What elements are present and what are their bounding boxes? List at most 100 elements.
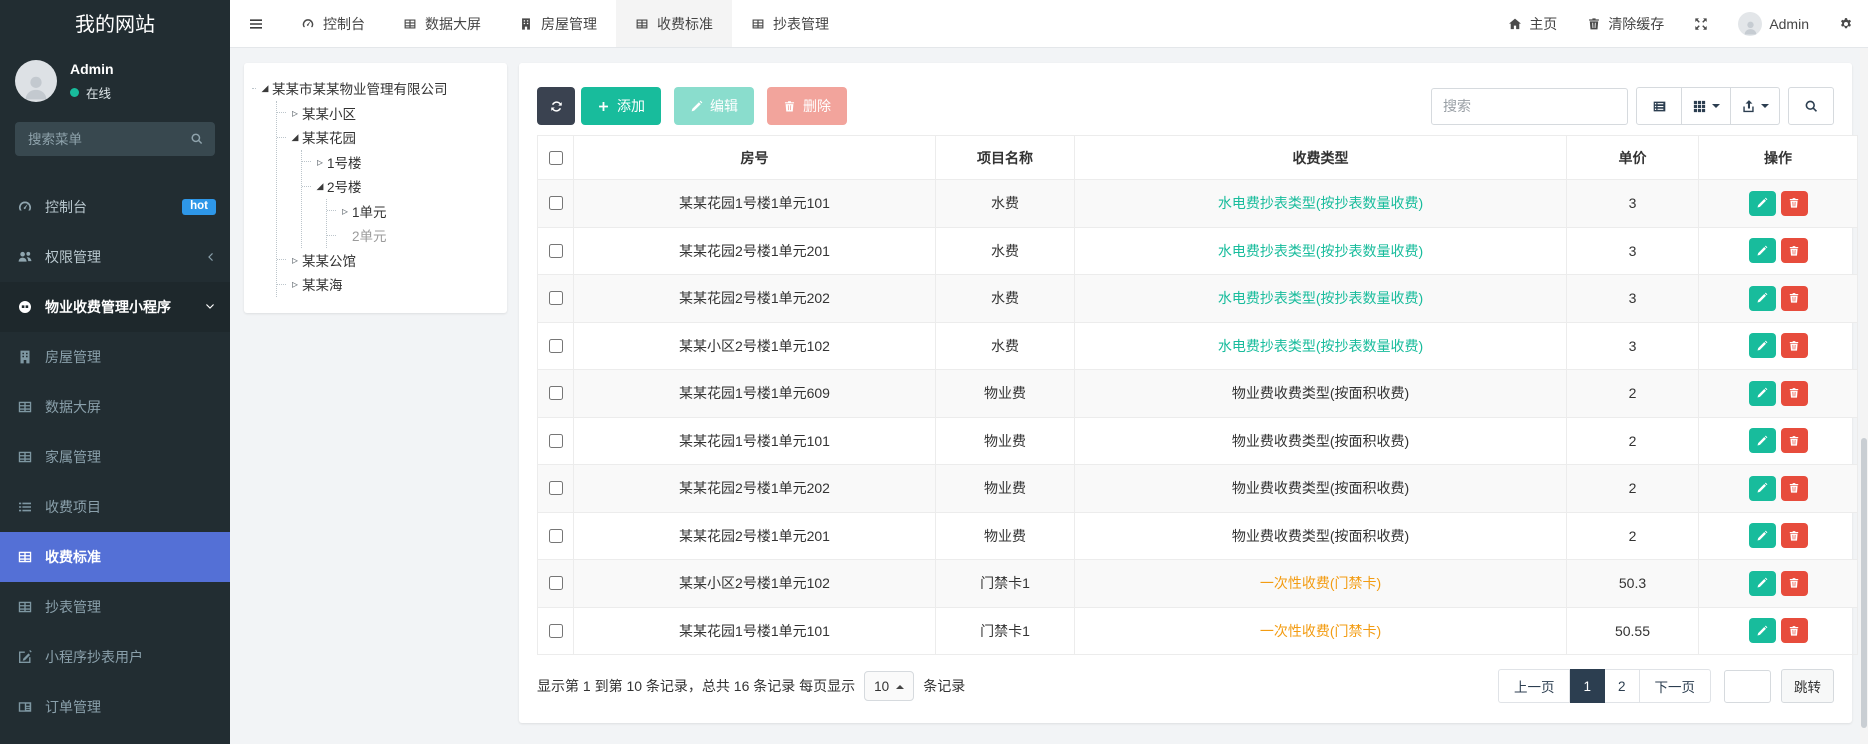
row-delete-button[interactable]: [1780, 380, 1808, 406]
row-delete-button[interactable]: [1780, 475, 1808, 501]
sidebar-item-console[interactable]: 控制台 hot: [0, 182, 230, 232]
row-edit-button[interactable]: [1748, 285, 1776, 311]
tree-open-icon[interactable]: ◢: [316, 180, 324, 191]
search-toggle-button[interactable]: [1788, 87, 1834, 125]
row-delete-button[interactable]: [1780, 570, 1808, 596]
row-checkbox[interactable]: [549, 576, 563, 591]
tree-open-icon[interactable]: ◢: [261, 82, 269, 93]
delete-button[interactable]: 删除: [767, 87, 847, 125]
edit-button[interactable]: 编辑: [674, 87, 754, 125]
row-edit-button[interactable]: [1748, 570, 1776, 596]
row-edit-button[interactable]: [1748, 523, 1776, 549]
tree-node-mansion[interactable]: ▹ 某某公馆: [277, 248, 499, 273]
fee-type-link[interactable]: 水电费抄表类型(按抄表数量收费): [1217, 195, 1424, 212]
sidebar-item-house-mgmt[interactable]: 房屋管理: [0, 332, 230, 382]
tree-node-building2[interactable]: ◢ 2号楼: [302, 174, 499, 199]
row-delete-button[interactable]: [1780, 333, 1808, 359]
row-delete-button[interactable]: [1780, 428, 1808, 454]
tab-meter-mgmt[interactable]: 抄表管理: [732, 0, 848, 47]
row-checkbox[interactable]: [549, 528, 563, 543]
home-button[interactable]: 主页: [1493, 0, 1572, 47]
fee-type-link[interactable]: 水电费抄表类型(按抄表数量收费): [1217, 290, 1424, 307]
column-header-project: 项目名称: [935, 135, 1075, 180]
pencil-icon: [1756, 530, 1768, 542]
page-jump-input[interactable]: [1724, 669, 1771, 703]
sidebar-item-fee-items[interactable]: 收费项目: [0, 482, 230, 532]
tree-closed-icon[interactable]: ▹: [341, 203, 349, 218]
sidebar-item-fee-standards[interactable]: 收费标准: [0, 532, 230, 582]
settings-button[interactable]: [1824, 0, 1868, 47]
row-edit-button[interactable]: [1748, 380, 1776, 406]
actions-cell: [1698, 416, 1858, 465]
tree-node-unit1[interactable]: ▹ 1单元: [327, 199, 499, 224]
tree-closed-icon[interactable]: ▹: [291, 105, 299, 120]
row-checkbox[interactable]: [549, 481, 563, 496]
vertical-scrollbar[interactable]: [1860, 48, 1868, 744]
select-all-checkbox[interactable]: [549, 150, 563, 165]
caret-down-icon: [1712, 104, 1720, 112]
sidebar-item-property-fee-app[interactable]: 物业收费管理小程序: [0, 282, 230, 332]
sidebar-toggle-button[interactable]: [230, 0, 282, 47]
row-delete-button[interactable]: [1780, 190, 1808, 216]
fullscreen-button[interactable]: [1679, 0, 1723, 47]
columns-button[interactable]: [1682, 87, 1731, 125]
table-row: 某某花园1号楼1单元609 物业费 物业费收费类型(按面积收费) 2: [537, 369, 1858, 418]
row-checkbox[interactable]: [549, 433, 563, 448]
fee-type-link[interactable]: 一次性收费(门禁卡): [1259, 622, 1382, 639]
scrollbar-thumb[interactable]: [1861, 438, 1867, 728]
detail-view-button[interactable]: [1636, 87, 1682, 125]
row-checkbox[interactable]: [549, 196, 563, 211]
tree-node-unit2[interactable]: 2单元: [327, 223, 499, 248]
row-checkbox[interactable]: [549, 623, 563, 638]
tree-closed-icon[interactable]: ▹: [316, 154, 324, 169]
tree-node-garden[interactable]: ◢ 某某花园: [277, 125, 499, 150]
row-checkbox[interactable]: [549, 291, 563, 306]
sidebar-item-order-mgmt[interactable]: 订单管理: [0, 682, 230, 732]
row-edit-button[interactable]: [1748, 333, 1776, 359]
tree-node-sea[interactable]: ▹ 某某海: [277, 272, 499, 297]
row-edit-button[interactable]: [1748, 475, 1776, 501]
table-search-input[interactable]: [1431, 87, 1628, 125]
page-button-1[interactable]: 1: [1570, 669, 1605, 703]
tree-node-company[interactable]: ◢ 某某市某某物业管理有限公司: [252, 76, 499, 101]
row-checkbox[interactable]: [549, 338, 563, 353]
tree-closed-icon[interactable]: ▹: [291, 252, 299, 267]
sidebar-item-miniapp-meter-users[interactable]: 小程序抄表用户: [0, 632, 230, 682]
export-button[interactable]: [1731, 87, 1780, 125]
page-size-dropdown[interactable]: 10: [864, 671, 915, 701]
row-edit-button[interactable]: [1748, 190, 1776, 216]
page-jump-button[interactable]: 跳转: [1781, 669, 1834, 703]
refresh-button[interactable]: [537, 87, 575, 125]
tab-fee-standards[interactable]: 收费标准: [616, 0, 732, 47]
row-checkbox[interactable]: [549, 243, 563, 258]
page-button-2[interactable]: 2: [1604, 669, 1640, 703]
row-delete-button[interactable]: [1780, 618, 1808, 644]
row-delete-button[interactable]: [1780, 285, 1808, 311]
sidebar-item-family-mgmt[interactable]: 家属管理: [0, 432, 230, 482]
tab-house-mgmt[interactable]: 房屋管理: [500, 0, 616, 47]
row-delete-button[interactable]: [1780, 523, 1808, 549]
tab-data-screen[interactable]: 数据大屏: [384, 0, 500, 47]
sidebar-item-permissions[interactable]: 权限管理: [0, 232, 230, 282]
tree-open-icon[interactable]: ◢: [291, 131, 299, 142]
user-menu[interactable]: Admin: [1723, 0, 1824, 47]
row-edit-button[interactable]: [1748, 238, 1776, 264]
prev-page-button[interactable]: 上一页: [1497, 669, 1571, 703]
row-edit-button[interactable]: [1748, 428, 1776, 454]
add-button[interactable]: 添加: [581, 87, 661, 125]
tree-node-community[interactable]: ▹ 某某小区: [277, 101, 499, 126]
tab-console[interactable]: 控制台: [282, 0, 384, 47]
tree-closed-icon[interactable]: ▹: [291, 277, 299, 292]
fee-type-link[interactable]: 水电费抄表类型(按抄表数量收费): [1217, 337, 1424, 354]
next-page-button[interactable]: 下一页: [1639, 669, 1711, 703]
sidebar-search-input[interactable]: [26, 130, 190, 148]
fee-type-link[interactable]: 一次性收费(门禁卡): [1259, 575, 1382, 592]
clear-cache-button[interactable]: 清除缓存: [1572, 0, 1679, 47]
row-edit-button[interactable]: [1748, 618, 1776, 644]
sidebar-item-meter-mgmt[interactable]: 抄表管理: [0, 582, 230, 632]
tree-node-building1[interactable]: ▹ 1号楼: [302, 150, 499, 175]
row-checkbox[interactable]: [549, 386, 563, 401]
sidebar-item-data-screen[interactable]: 数据大屏: [0, 382, 230, 432]
fee-type-link[interactable]: 水电费抄表类型(按抄表数量收费): [1217, 242, 1424, 259]
row-delete-button[interactable]: [1780, 238, 1808, 264]
